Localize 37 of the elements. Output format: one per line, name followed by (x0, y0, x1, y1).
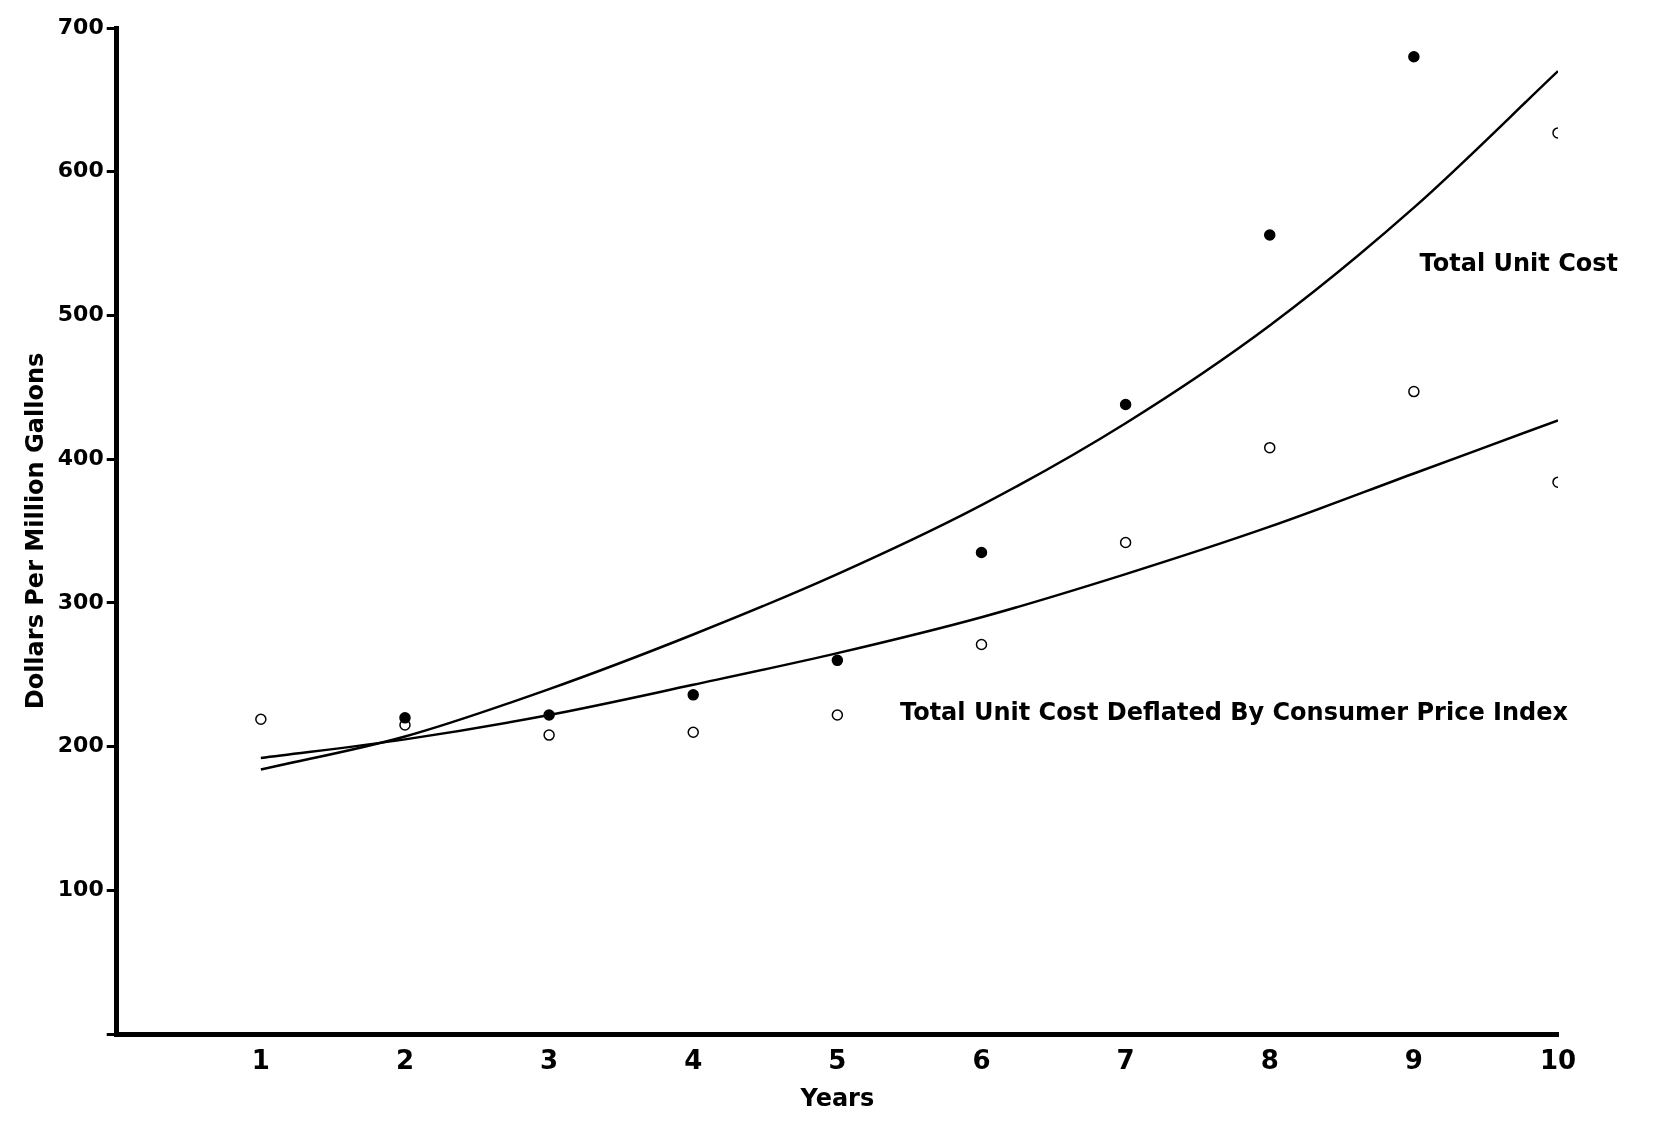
point (687, 689, 699, 701)
point (831, 709, 844, 721)
x-tick-label: 6 (972, 1045, 991, 1076)
x-axis-title: Years (799, 1083, 875, 1112)
x-tick-label: 5 (828, 1045, 847, 1076)
point (831, 654, 844, 667)
x-tick-label: 8 (1260, 1045, 1279, 1076)
x-tick-label: 1 (251, 1045, 270, 1076)
y-tick-label: 500 (57, 301, 104, 327)
point (1119, 536, 1132, 549)
point (1408, 50, 1420, 63)
point (1263, 229, 1276, 241)
y-tick-label: 100 (57, 876, 104, 901)
y-tick-label: 600 (57, 157, 104, 183)
point (399, 712, 411, 724)
x-tick-label: 2 (395, 1045, 415, 1076)
x-tick-label: 10 (1539, 1045, 1577, 1076)
x-tick-label: 9 (1404, 1045, 1423, 1076)
text: Total Unit Cost Deflated By Consumer Price Index (899, 698, 1569, 727)
x-tick-label: 3 (540, 1045, 559, 1076)
point (975, 638, 988, 651)
point (255, 713, 267, 726)
series-label: Total Unit Cost (1419, 249, 1618, 278)
y-axis-title: Dollars Per Million Gallons (20, 352, 49, 710)
point (1408, 385, 1420, 398)
x-tick-label: 4 (684, 1045, 703, 1076)
point (687, 726, 699, 738)
x-tick-label: 7 (1116, 1045, 1135, 1076)
y-tick-label: 400 (57, 444, 104, 470)
point (1263, 441, 1276, 454)
point (543, 709, 555, 721)
y-tick-label: 300 (57, 588, 104, 614)
y-tick-label: 700 (57, 13, 104, 39)
y-tick-label: 200 (57, 732, 104, 758)
point (543, 729, 555, 741)
point (975, 546, 988, 559)
point (1119, 398, 1132, 411)
